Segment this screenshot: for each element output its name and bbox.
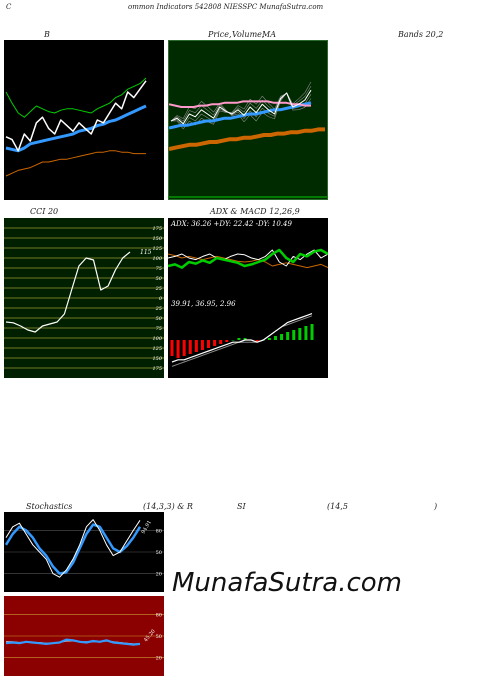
price-chart xyxy=(169,81,327,198)
price-panel xyxy=(168,40,328,200)
cci-chart: 175 150 125 100 75 50 25 0 25 50 75 100 125 150 175 115 xyxy=(4,226,164,372)
adx-macd-title: ADX & MACD 12,26,9 xyxy=(210,207,300,216)
rsi-tick-label: 20 xyxy=(156,656,162,662)
stoch-last-value: 94.91 xyxy=(141,520,153,535)
adx-label: ADX: 36.26 +DY: 22.42 -DY: 10.49 xyxy=(171,220,292,228)
macd-line xyxy=(171,313,313,363)
stoch-tick-label: 80 xyxy=(156,528,162,534)
macd-histogram-bar xyxy=(273,336,277,340)
macd-histogram-bar xyxy=(188,340,192,354)
price-ma-blue xyxy=(169,101,312,130)
macd-histogram-bar xyxy=(286,332,290,340)
macd-histogram-bar xyxy=(225,340,229,342)
bollinger-lower-band xyxy=(5,150,146,177)
stoch-params: (14,3,3) & R xyxy=(143,502,193,511)
rsi-params: (14,5 xyxy=(327,502,348,511)
price-volume-line xyxy=(169,127,325,151)
page-title: ommon Indicators 542808 NIESSPC MunafaSu… xyxy=(128,3,324,11)
stoch-tick-label: 50 xyxy=(156,550,162,556)
macd-histogram-bar xyxy=(213,340,217,346)
rsi-line xyxy=(5,638,141,646)
stoch-panel: 80 50 20 94.91 xyxy=(4,512,164,592)
cci-tick-label: 175 xyxy=(152,366,162,372)
macd-signal-line xyxy=(171,315,313,367)
header-c: C xyxy=(6,3,12,11)
cci-tick-label: 150 xyxy=(152,356,162,362)
cci-panel: 175 150 125 100 75 50 25 0 25 50 75 100 125 150 175 115 xyxy=(4,218,164,378)
close-paren: ) xyxy=(434,502,438,511)
macd-histogram-bar xyxy=(182,340,186,356)
cci-tick-label: 175 xyxy=(152,226,162,232)
cci-tick-label: 150 xyxy=(152,236,162,242)
macd-histogram-bar xyxy=(200,340,204,350)
cci-title: CCI 20 xyxy=(30,207,59,216)
adx-panel: ADX: 36.26 +DY: 22.42 -DY: 10.49 xyxy=(168,218,328,298)
cci-tick-label: 50 xyxy=(156,316,163,322)
macd-histogram-bar xyxy=(176,340,180,358)
macd-histogram-bar xyxy=(280,334,284,340)
adx-minus-dy xyxy=(168,253,328,269)
bollinger-panel xyxy=(4,40,164,200)
cci-tick-label: 0 xyxy=(159,296,163,302)
cci-tick-label: 125 xyxy=(152,346,162,352)
price-close-line xyxy=(170,89,312,125)
bollinger-price-line xyxy=(5,80,147,152)
cci-tick-label: 50 xyxy=(156,276,163,282)
stoch-tick-label: 20 xyxy=(156,572,162,578)
si-title: SI xyxy=(237,502,246,511)
cci-tick-label: 100 xyxy=(152,336,162,342)
adx-plus-dy xyxy=(168,249,328,267)
macd-histogram-bar xyxy=(194,340,198,352)
cci-tick-label: 125 xyxy=(152,246,162,252)
cci-tick-label: 25 xyxy=(155,306,162,312)
bollinger-middle-band xyxy=(5,104,147,153)
macd-histogram-bar xyxy=(243,338,247,340)
stoch-title: Stochastics xyxy=(26,502,73,511)
macd-histogram-bar xyxy=(219,340,223,344)
macd-histogram-bar xyxy=(267,338,271,340)
macd-histogram-bar xyxy=(231,340,235,341)
rsi-panel: 80 50 20 45.20 xyxy=(4,596,164,676)
ma-title: MA xyxy=(262,30,276,39)
cci-line xyxy=(5,251,131,333)
macd-histogram-bar xyxy=(310,324,314,340)
stoch-d-line xyxy=(4,523,142,575)
cci-last-value: 115 xyxy=(140,249,152,256)
macd-histogram-bar xyxy=(170,340,174,356)
stoch-k-line xyxy=(5,519,141,578)
adx-line xyxy=(168,248,328,269)
macd-panel: 39.91, 36.95, 2.96 xyxy=(168,298,328,378)
volume-title: Volume, xyxy=(232,30,265,39)
macd-histogram-bar xyxy=(237,338,241,340)
bollinger-chart xyxy=(5,77,147,177)
cci-tick-label: 75 xyxy=(156,266,162,272)
macd-histogram-bar xyxy=(207,340,211,348)
macd-histogram-bar xyxy=(292,330,296,340)
cci-tick-label: 100 xyxy=(152,256,162,262)
macd-histogram-bar xyxy=(298,328,302,340)
macd-chart xyxy=(170,313,314,367)
adx-chart xyxy=(168,248,328,269)
rsi-tick-label: 80 xyxy=(156,612,162,618)
price-ma-pink xyxy=(169,100,311,108)
cci-tick-label: 75 xyxy=(156,326,162,332)
stoch-chart: 80 50 20 94.91 xyxy=(4,519,164,578)
macd-histogram-bar xyxy=(304,326,308,340)
price-title: Price, xyxy=(208,30,232,39)
macd-histogram-bar xyxy=(255,340,259,342)
bollinger-title: B xyxy=(44,30,50,39)
watermark: MunafaSutra.com xyxy=(172,568,403,598)
macd-label: 39.91, 36.95, 2.96 xyxy=(171,300,236,308)
bollinger-upper-band xyxy=(5,77,147,118)
rsi-tick-label: 50 xyxy=(156,634,162,640)
cci-tick-label: 25 xyxy=(155,286,162,292)
bands-title: Bands 20,2 xyxy=(398,30,444,39)
